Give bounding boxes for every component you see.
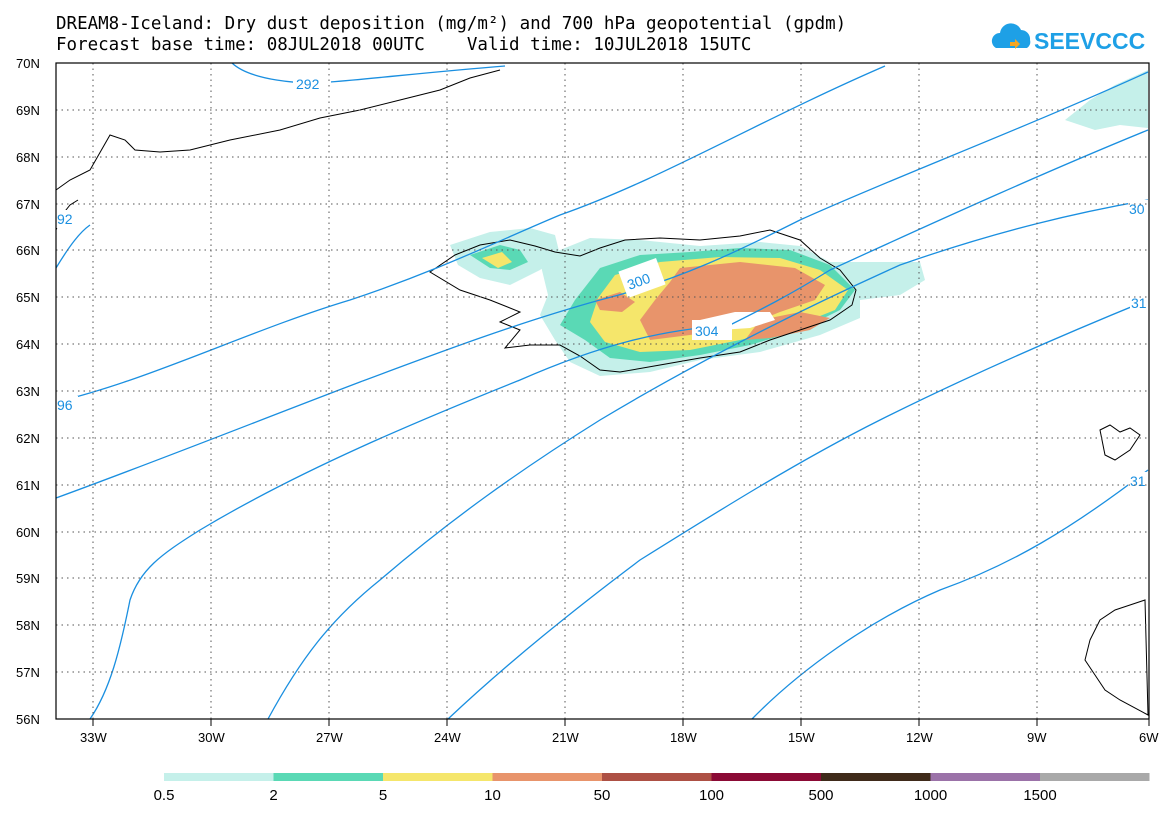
seevccc-logo: SEEVCCC bbox=[991, 23, 1145, 54]
map-title-line2: Forecast base time: 08JUL2018 00UTC Vali… bbox=[56, 35, 752, 55]
colorbar-swatch bbox=[821, 773, 931, 781]
map-frame: 292 300 304 30 31 96 31 92 bbox=[55, 62, 1150, 726]
colorbar-label: 1000 bbox=[914, 787, 947, 804]
contour-292 bbox=[231, 62, 506, 84]
latitude-labels: 70N 69N 68N 67N 66N 65N 64N 63N 62N 61N … bbox=[16, 56, 40, 727]
lon-label-12W: 12W bbox=[906, 730, 933, 745]
contour-312 bbox=[447, 299, 1149, 720]
lat-label-70N: 70N bbox=[16, 56, 40, 71]
lon-label-33W: 33W bbox=[80, 730, 107, 745]
colorbar-label: 1500 bbox=[1023, 787, 1056, 804]
iceland-coast bbox=[429, 229, 857, 373]
lat-label-67N: 67N bbox=[16, 197, 40, 212]
colorbar-swatch bbox=[383, 773, 493, 781]
contour-label-30-right: 30 bbox=[1129, 201, 1145, 217]
lat-label-61N: 61N bbox=[16, 478, 40, 493]
colorbar-label: 50 bbox=[594, 787, 611, 804]
dust-region-10b bbox=[595, 292, 635, 312]
contour-300 bbox=[55, 71, 1149, 499]
contour-308 bbox=[267, 199, 1149, 720]
contour-label-31-lower-right: 31 bbox=[1130, 473, 1146, 489]
lat-label-64N: 64N bbox=[16, 337, 40, 352]
coastlines bbox=[55, 69, 1149, 716]
lat-label-69N: 69N bbox=[16, 103, 40, 118]
contour-label-31-right: 31 bbox=[1131, 295, 1147, 311]
contour-labels: 292 300 304 30 31 96 31 92 bbox=[56, 74, 1149, 490]
colorbar-label: 5 bbox=[379, 787, 387, 804]
contour-304 bbox=[89, 129, 1149, 720]
lat-label-68N: 68N bbox=[16, 150, 40, 165]
colorbar-label: 10 bbox=[484, 787, 501, 804]
map-title-line1: DREAM8-Iceland: Dry dust deposition (mg/… bbox=[56, 14, 847, 34]
lat-label-66N: 66N bbox=[16, 243, 40, 258]
colorbar-swatch bbox=[930, 773, 1040, 781]
logo-text: SEEVCCC bbox=[1034, 28, 1145, 54]
colorbar-label: 0.5 bbox=[154, 787, 175, 804]
lat-label-65N: 65N bbox=[16, 290, 40, 305]
faroe-coast bbox=[1099, 424, 1141, 461]
scotland-coast bbox=[1084, 599, 1149, 716]
colorbar-swatch bbox=[602, 773, 712, 781]
ticks bbox=[92, 719, 1150, 726]
longitude-labels: 33W 30W 27W 24W 21W 18W 15W 12W 9W 6W bbox=[80, 730, 1159, 745]
lon-label-30W: 30W bbox=[198, 730, 225, 745]
lon-label-18W: 18W bbox=[670, 730, 697, 745]
colorbar-swatch bbox=[711, 773, 821, 781]
contour-label-300: 300 bbox=[625, 270, 653, 293]
geopotential-contours bbox=[55, 62, 1149, 720]
colorbar: 0.5 2 5 10 50 100 500 1000 1500 bbox=[154, 773, 1150, 804]
contour-label-96-left: 96 bbox=[57, 397, 73, 413]
lon-label-27W: 27W bbox=[316, 730, 343, 745]
lon-label-21W: 21W bbox=[552, 730, 579, 745]
dust-region-nw-5 bbox=[482, 252, 512, 268]
lon-label-15W: 15W bbox=[788, 730, 815, 745]
lon-label-9W: 9W bbox=[1027, 730, 1047, 745]
lat-label-60N: 60N bbox=[16, 525, 40, 540]
lat-label-62N: 62N bbox=[16, 431, 40, 446]
greenland-coast bbox=[55, 69, 501, 191]
graticule bbox=[56, 63, 1149, 719]
contour-label-92-left: 92 bbox=[57, 211, 73, 227]
colorbar-label: 2 bbox=[269, 787, 277, 804]
colorbar-swatch bbox=[492, 773, 602, 781]
dust-region-10 bbox=[640, 262, 825, 340]
lon-label-24W: 24W bbox=[434, 730, 461, 745]
contour-label-292: 292 bbox=[296, 76, 320, 92]
lat-label-59N: 59N bbox=[16, 571, 40, 586]
lat-label-58N: 58N bbox=[16, 618, 40, 633]
contour-316 bbox=[751, 469, 1149, 720]
lat-label-63N: 63N bbox=[16, 384, 40, 399]
contour-304a bbox=[55, 224, 91, 269]
colorbar-label: 500 bbox=[808, 787, 833, 804]
contour-label-304: 304 bbox=[695, 323, 719, 339]
colorbar-label: 100 bbox=[699, 787, 724, 804]
lat-label-56N: 56N bbox=[16, 712, 40, 727]
colorbar-swatch bbox=[164, 773, 274, 781]
contour-296 bbox=[55, 65, 886, 403]
lat-label-57N: 57N bbox=[16, 665, 40, 680]
colorbar-swatch bbox=[1040, 773, 1150, 781]
dust-region-ne bbox=[1065, 70, 1148, 130]
colorbar-swatch bbox=[273, 773, 383, 781]
lon-label-6W: 6W bbox=[1139, 730, 1159, 745]
cloud-icon bbox=[991, 23, 1031, 49]
